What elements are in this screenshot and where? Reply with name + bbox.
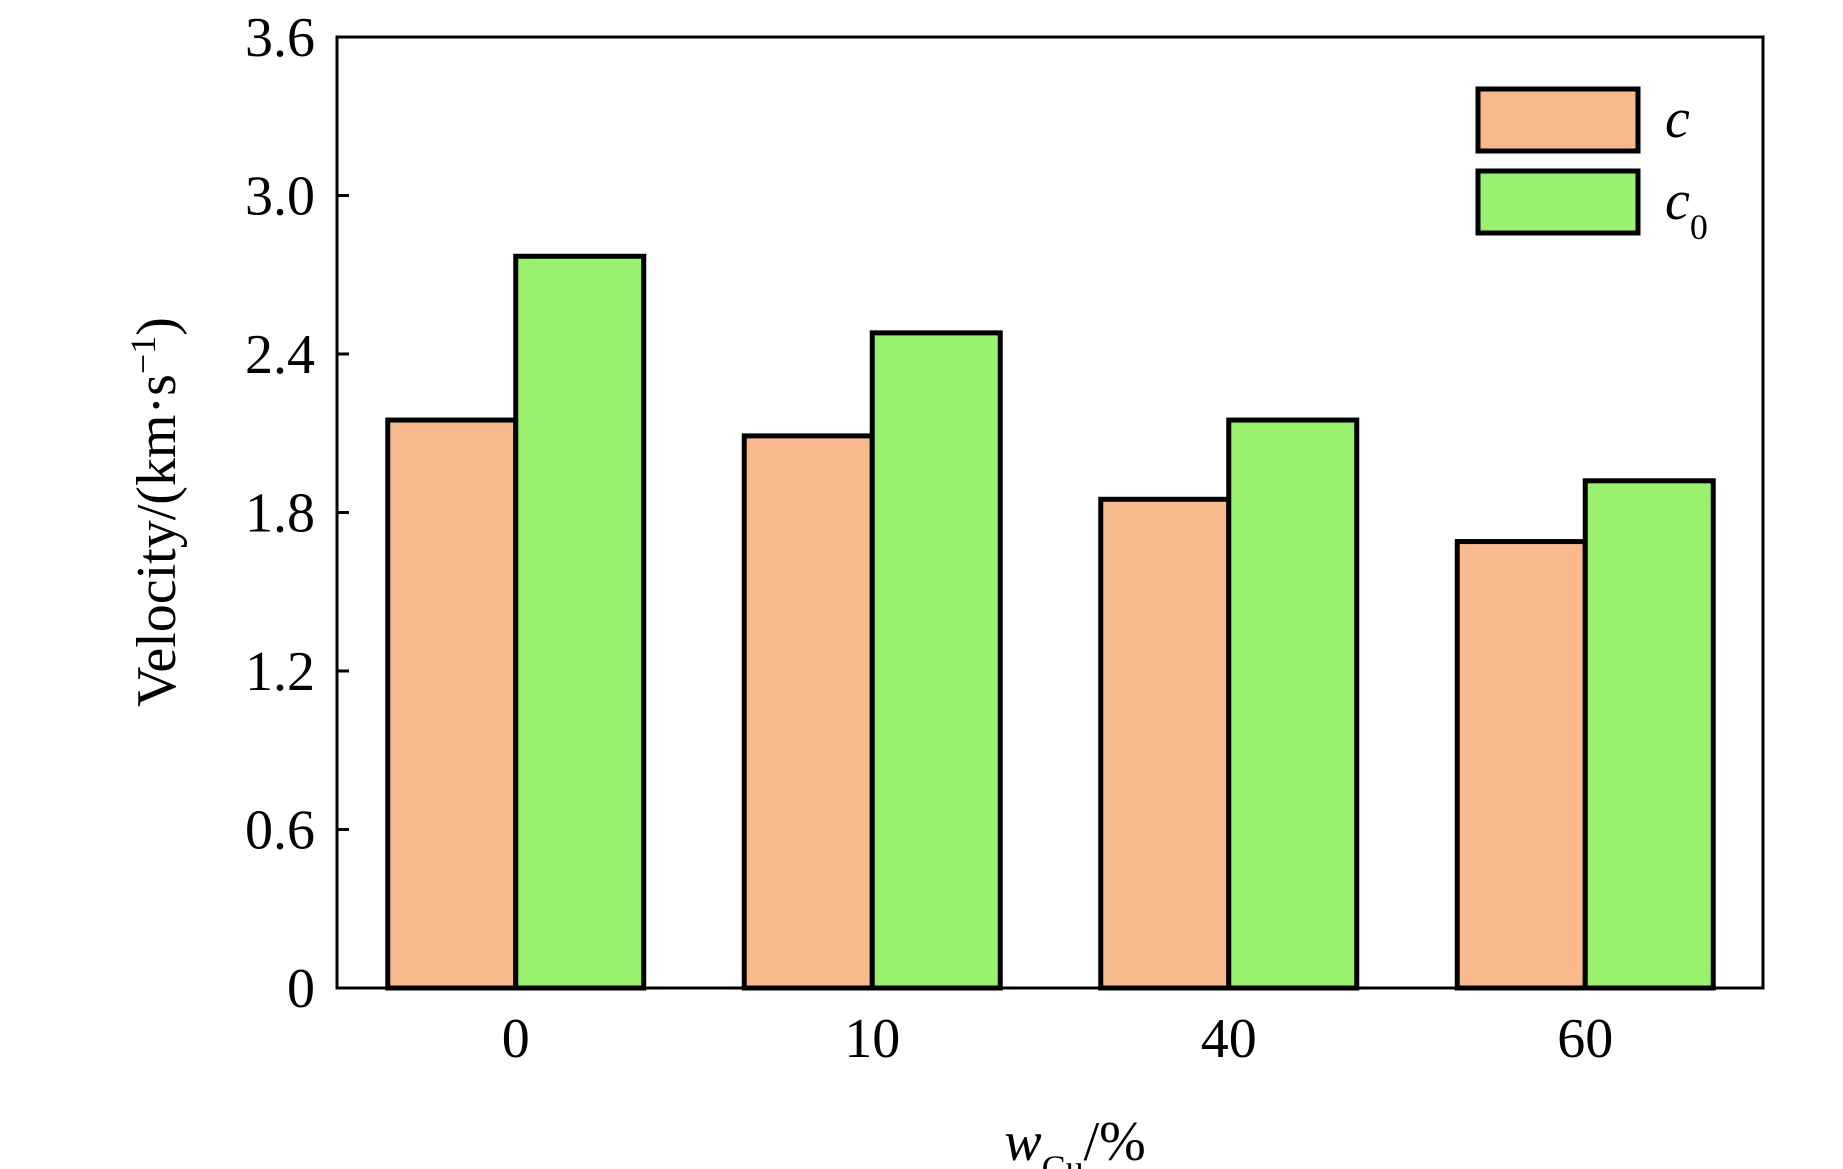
- y-axis-label-sup: −1: [123, 336, 163, 374]
- x-axis-label: wCu/%: [1004, 1111, 1146, 1169]
- x-tick-label: 60: [1557, 1008, 1613, 1070]
- x-tick-label: 10: [844, 1008, 900, 1070]
- bars-group: [385, 253, 1716, 991]
- x-tick-label: 0: [502, 1008, 530, 1070]
- x-axis-label-sub: Cu: [1042, 1148, 1084, 1169]
- bar-c-60: [1454, 539, 1588, 991]
- bar-c0-60: [1582, 478, 1716, 991]
- y-axis-label-end: ): [126, 317, 188, 336]
- y-tick-label: 3.0: [245, 166, 315, 228]
- y-tick-label: 0.6: [245, 800, 315, 862]
- x-tick-label: 40: [1201, 1008, 1257, 1070]
- bar-c0-40: [1226, 417, 1360, 991]
- bar-c0-10: [869, 330, 1003, 991]
- bar-c0-0: [513, 253, 647, 991]
- legend-label-c0: c0: [1665, 170, 1708, 247]
- y-tick-label: 0: [287, 958, 315, 1020]
- bar-c-40: [1098, 496, 1232, 991]
- y-axis-label-main: Velocity/(km·s: [126, 374, 188, 707]
- y-tick-label: 1.8: [245, 483, 315, 545]
- y-axis-ticks: 0 0.6 1.2 1.8 2.4 3.0 3.6: [245, 7, 349, 1020]
- x-axis-label-end: /%: [1084, 1111, 1146, 1169]
- bar-c-0: [385, 417, 519, 991]
- y-axis-label: Velocity/(km·s−1): [123, 317, 188, 707]
- y-tick-label: 2.4: [245, 324, 315, 386]
- x-axis-label-main: w: [1004, 1111, 1041, 1169]
- y-tick-label: 1.2: [245, 641, 315, 703]
- legend-swatch-c0: [1475, 168, 1641, 236]
- legend-label-c: c: [1665, 88, 1690, 150]
- legend: c c0: [1475, 86, 1708, 247]
- y-tick-label: 3.6: [245, 7, 315, 69]
- bar-c-10: [741, 433, 875, 991]
- x-axis-ticks: 0 10 40 60: [502, 976, 1613, 1070]
- legend-swatch-c: [1475, 86, 1641, 154]
